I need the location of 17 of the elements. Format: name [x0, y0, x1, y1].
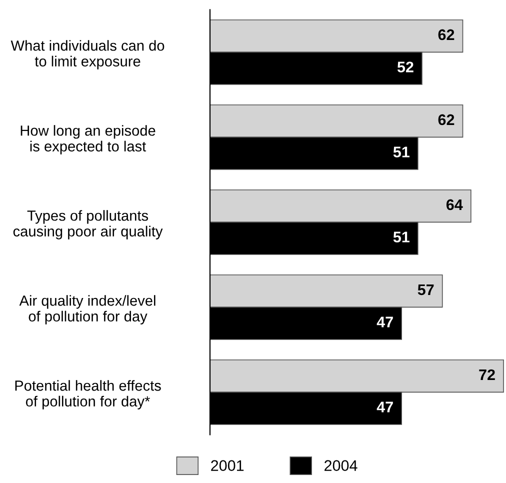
data-label: 62	[438, 114, 454, 126]
y-tick-label: Potential health effects of pollution for day*	[15, 380, 161, 410]
y-tick-label: How long an episode is expected to last	[20, 125, 156, 154]
data-label: 72	[479, 369, 495, 380]
data-label: 51	[393, 232, 410, 242]
legend-label: 2001	[211, 460, 244, 472]
data-label: 51	[393, 146, 410, 158]
data-label: 47	[376, 316, 393, 328]
data-label: 64	[446, 199, 463, 210]
data-label: 52	[397, 62, 414, 72]
data-label: 62	[438, 29, 454, 40]
data-label: 57	[418, 284, 434, 296]
y-tick-label: Types of pollutants causing poor air quality	[13, 210, 163, 240]
data-label: 47	[376, 402, 393, 412]
legend-label: 2004	[324, 460, 358, 472]
y-tick-label: What individuals can do to limit exposure	[10, 40, 164, 70]
y-tick-label: Air quality index/level of pollution for day	[19, 295, 156, 324]
